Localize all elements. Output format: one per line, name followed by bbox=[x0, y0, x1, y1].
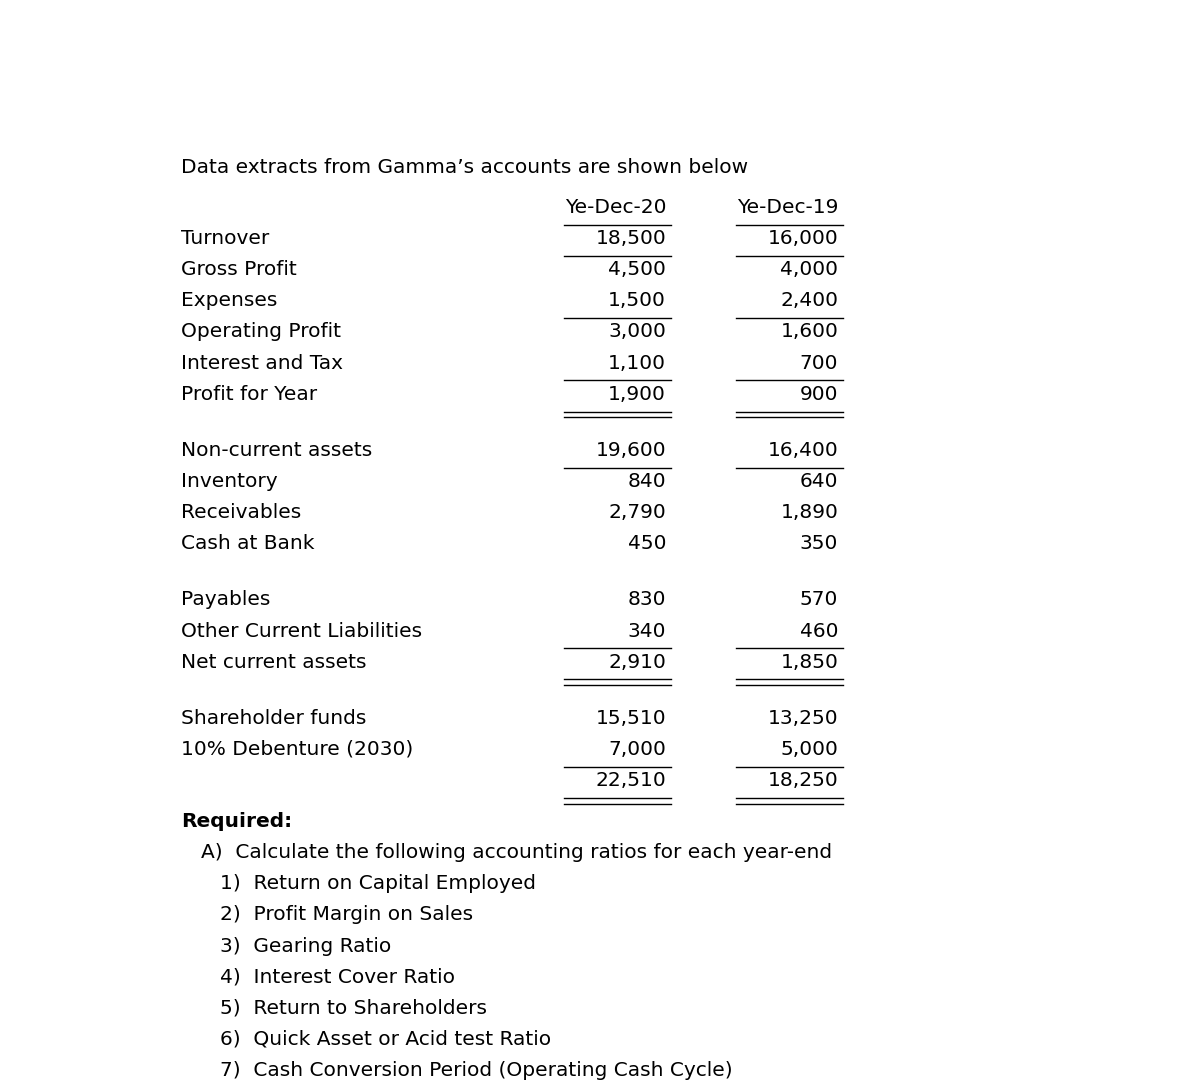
Text: 18,500: 18,500 bbox=[595, 229, 666, 249]
Text: 1,100: 1,100 bbox=[608, 353, 666, 372]
Text: 350: 350 bbox=[800, 535, 839, 553]
Text: 22,510: 22,510 bbox=[595, 771, 666, 790]
Text: 2,400: 2,400 bbox=[780, 291, 839, 310]
Text: 1,500: 1,500 bbox=[608, 291, 666, 310]
Text: Required:: Required: bbox=[181, 812, 292, 831]
Text: 5)  Return to Shareholders: 5) Return to Shareholders bbox=[220, 998, 487, 1018]
Text: 460: 460 bbox=[799, 622, 839, 640]
Text: Operating Profit: Operating Profit bbox=[181, 323, 341, 341]
Text: Non-current assets: Non-current assets bbox=[181, 441, 372, 460]
Text: Gross Profit: Gross Profit bbox=[181, 261, 296, 279]
Text: Other Current Liabilities: Other Current Liabilities bbox=[181, 622, 422, 640]
Text: Shareholder funds: Shareholder funds bbox=[181, 709, 366, 728]
Text: 10% Debenture (2030): 10% Debenture (2030) bbox=[181, 740, 413, 759]
Text: A)  Calculate the following accounting ratios for each year-end: A) Calculate the following accounting ra… bbox=[202, 843, 833, 862]
Text: 830: 830 bbox=[628, 590, 666, 610]
Text: 5,000: 5,000 bbox=[780, 740, 839, 759]
Text: 2,790: 2,790 bbox=[608, 503, 666, 523]
Text: Expenses: Expenses bbox=[181, 291, 277, 310]
Text: 16,000: 16,000 bbox=[768, 229, 839, 249]
Text: 19,600: 19,600 bbox=[595, 441, 666, 460]
Text: 3,000: 3,000 bbox=[608, 323, 666, 341]
Text: 7,000: 7,000 bbox=[608, 740, 666, 759]
Text: 2,910: 2,910 bbox=[608, 652, 666, 672]
Text: Inventory: Inventory bbox=[181, 472, 277, 491]
Text: Ye-Dec-20: Ye-Dec-20 bbox=[565, 199, 666, 217]
Text: 6)  Quick Asset or Acid test Ratio: 6) Quick Asset or Acid test Ratio bbox=[220, 1030, 551, 1048]
Text: 4)  Interest Cover Ratio: 4) Interest Cover Ratio bbox=[220, 968, 455, 986]
Text: 1,900: 1,900 bbox=[608, 385, 666, 404]
Text: 640: 640 bbox=[799, 472, 839, 491]
Text: 700: 700 bbox=[799, 353, 839, 372]
Text: 13,250: 13,250 bbox=[768, 709, 839, 728]
Text: 450: 450 bbox=[628, 535, 666, 553]
Text: Cash at Bank: Cash at Bank bbox=[181, 535, 314, 553]
Text: Net current assets: Net current assets bbox=[181, 652, 366, 672]
Text: 840: 840 bbox=[628, 472, 666, 491]
Text: 3)  Gearing Ratio: 3) Gearing Ratio bbox=[220, 936, 391, 956]
Text: 16,400: 16,400 bbox=[768, 441, 839, 460]
Text: 18,250: 18,250 bbox=[768, 771, 839, 790]
Text: 1,600: 1,600 bbox=[780, 323, 839, 341]
Text: Receivables: Receivables bbox=[181, 503, 301, 523]
Text: Interest and Tax: Interest and Tax bbox=[181, 353, 343, 372]
Text: 7)  Cash Conversion Period (Operating Cash Cycle): 7) Cash Conversion Period (Operating Cas… bbox=[220, 1060, 732, 1080]
Text: Turnover: Turnover bbox=[181, 229, 269, 249]
Text: 570: 570 bbox=[800, 590, 839, 610]
Text: 340: 340 bbox=[628, 622, 666, 640]
Text: 4,500: 4,500 bbox=[608, 261, 666, 279]
Text: Payables: Payables bbox=[181, 590, 270, 610]
Text: 1)  Return on Capital Employed: 1) Return on Capital Employed bbox=[220, 874, 535, 894]
Text: 15,510: 15,510 bbox=[595, 709, 666, 728]
Text: Profit for Year: Profit for Year bbox=[181, 385, 317, 404]
Text: 1,850: 1,850 bbox=[780, 652, 839, 672]
Text: 1,890: 1,890 bbox=[780, 503, 839, 523]
Text: Data extracts from Gamma’s accounts are shown below: Data extracts from Gamma’s accounts are … bbox=[181, 158, 748, 177]
Text: Ye-Dec-19: Ye-Dec-19 bbox=[737, 199, 839, 217]
Text: 2)  Profit Margin on Sales: 2) Profit Margin on Sales bbox=[220, 906, 473, 924]
Text: 4,000: 4,000 bbox=[780, 261, 839, 279]
Text: 900: 900 bbox=[799, 385, 839, 404]
